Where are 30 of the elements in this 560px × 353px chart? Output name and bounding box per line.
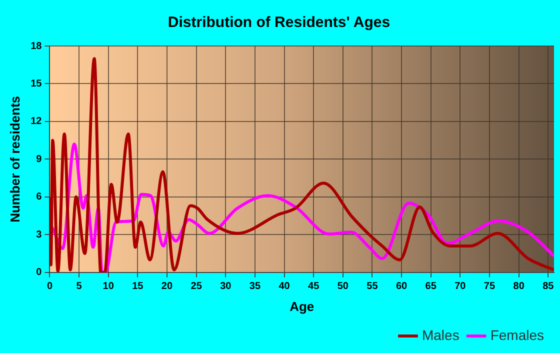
x-tick-label: 45: [308, 281, 320, 292]
y-axis-title: Number of residents: [7, 96, 22, 222]
legend-label: Males: [422, 326, 460, 343]
x-tick-label: 65: [425, 281, 437, 292]
x-tick-label: 20: [161, 281, 173, 292]
x-tick-label: 25: [190, 281, 202, 292]
x-tick-label: 5: [76, 281, 82, 292]
x-tick-label: 15: [132, 281, 144, 292]
chart-title: Distribution of Residents' Ages: [168, 14, 390, 32]
x-tick-label: 80: [513, 281, 525, 292]
legend-label: Females: [490, 326, 544, 343]
x-tick-label: 35: [249, 281, 261, 292]
y-tick-label: 9: [36, 154, 42, 165]
y-tick-label: 18: [30, 40, 42, 52]
x-tick-label: 70: [454, 281, 466, 292]
x-tick-label: 85: [542, 281, 554, 292]
x-tick-label: 30: [220, 281, 232, 292]
x-tick-label: 10: [102, 281, 114, 292]
x-tick-label: 40: [278, 281, 290, 292]
x-tick-label: 75: [484, 281, 496, 292]
y-tick-label: 12: [30, 116, 42, 128]
x-tick-label: 60: [396, 281, 408, 292]
x-tick-label: 55: [366, 281, 378, 292]
y-tick-label: 6: [36, 192, 42, 203]
x-axis-title: Age: [290, 298, 314, 314]
y-tick-label: 15: [30, 78, 42, 90]
y-tick-label: 3: [36, 229, 42, 240]
x-tick-label: 50: [337, 281, 349, 292]
y-tick-label: 0: [36, 267, 42, 278]
x-tick-label: 0: [46, 281, 53, 292]
